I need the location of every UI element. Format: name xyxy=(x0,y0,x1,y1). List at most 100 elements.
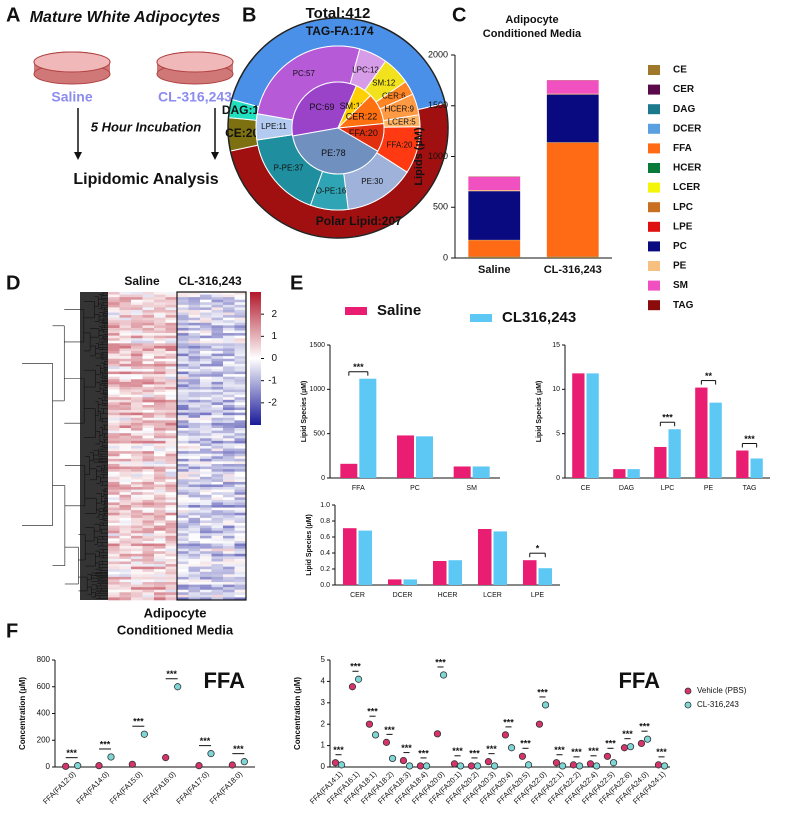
x-tick-label: LPC xyxy=(661,485,675,492)
heatmap-cell xyxy=(177,556,189,560)
significance-label: *** xyxy=(537,687,548,697)
chart-label: FFA xyxy=(618,668,660,693)
heatmap-cell xyxy=(234,587,247,591)
heatmap-cell xyxy=(154,471,166,475)
heatmap-cell xyxy=(177,376,189,380)
heatmap-cell xyxy=(142,487,155,490)
heatmap-cell xyxy=(119,402,132,406)
heatmap-cell xyxy=(154,294,166,298)
heatmap-cell xyxy=(154,494,166,498)
heatmap-cell xyxy=(119,566,132,570)
heatmap-cell xyxy=(142,294,155,298)
heatmap-cell xyxy=(234,317,247,321)
heatmap-cell xyxy=(108,343,120,347)
bar xyxy=(358,530,372,585)
heatmap-cell xyxy=(119,507,132,511)
heatmap-cell xyxy=(234,358,247,362)
heatmap-cell xyxy=(234,551,247,555)
heatmap-cell xyxy=(108,589,120,593)
heatmap-cell xyxy=(223,415,235,419)
heatmap-cell xyxy=(119,494,132,498)
heatmap-cell xyxy=(211,302,224,306)
heatmap-cell xyxy=(200,589,212,593)
heatmap-cell xyxy=(200,479,212,483)
heatmap-cell xyxy=(234,299,247,303)
heatmap-cell xyxy=(108,564,120,567)
heatmap-cell xyxy=(234,505,247,508)
heatmap-cell xyxy=(165,569,178,573)
heatmap-cell xyxy=(234,458,247,462)
heatmap-cell xyxy=(108,340,120,344)
heatmap-cell xyxy=(119,510,132,514)
heatmap-cell xyxy=(131,525,143,529)
heatmap-cell xyxy=(142,410,155,413)
heatmap-cell xyxy=(234,412,247,416)
heatmap-cell xyxy=(211,535,224,539)
heatmap-cell xyxy=(154,381,166,385)
heatmap-cell xyxy=(131,510,143,514)
segment-label: LPE:11 xyxy=(261,122,287,131)
heatmap-cell xyxy=(177,533,189,537)
heatmap-cell xyxy=(188,530,201,534)
heatmap-cell xyxy=(234,451,247,454)
heatmap-cell xyxy=(108,471,120,475)
x-tick-label: DAG xyxy=(619,485,634,492)
heatmap-cell xyxy=(200,448,212,452)
heatmap-cell xyxy=(165,335,178,339)
heatmap-cell xyxy=(154,584,166,588)
heatmap-cell xyxy=(200,433,212,437)
step-label: 5 Hour Incubation xyxy=(91,119,202,134)
heatmap-cell xyxy=(223,345,235,349)
heatmap-cell xyxy=(108,484,120,488)
heatmap-cell xyxy=(188,307,201,311)
segment-label: LCER:5 xyxy=(388,117,417,126)
y-tick-label: 200 xyxy=(37,735,51,744)
heatmap-cell xyxy=(142,597,155,601)
heatmap-cell xyxy=(188,569,201,573)
heatmap-cell xyxy=(234,440,247,444)
dot xyxy=(643,735,652,743)
heatmap-cell xyxy=(119,499,132,503)
heatmap-cell xyxy=(142,420,155,424)
heatmap-cell xyxy=(200,410,212,413)
heatmap-cell xyxy=(234,428,247,431)
y-tick-label: 5 xyxy=(321,655,326,664)
y-tick-label: 5 xyxy=(556,431,560,438)
heatmap-cell xyxy=(188,517,201,521)
heatmap-cell xyxy=(154,404,166,408)
legend-label: LPE xyxy=(673,221,693,232)
heatmap-cell xyxy=(165,589,178,593)
heatmap-cell xyxy=(119,543,132,547)
heatmap-cell xyxy=(234,574,247,578)
y-tick-label: 0 xyxy=(443,252,448,262)
heatmap-cell xyxy=(200,343,212,347)
heatmap-cell xyxy=(188,553,201,557)
heatmap-cell xyxy=(177,369,189,372)
x-tick-label: CER xyxy=(350,592,365,599)
heatmap-cell xyxy=(223,363,235,367)
heatmap-cell xyxy=(165,430,178,434)
heatmap-cell xyxy=(234,435,247,439)
heatmap-cell xyxy=(234,304,247,308)
heatmap-cell xyxy=(188,394,201,398)
bar xyxy=(695,387,708,478)
heatmap-cell xyxy=(223,430,235,434)
heatmap-cell xyxy=(223,348,235,352)
heatmap-cell xyxy=(188,292,201,295)
outline xyxy=(227,17,449,239)
heatmap-cell xyxy=(200,461,212,465)
heatmap-cell xyxy=(234,343,247,347)
heatmap-cell xyxy=(234,422,247,426)
heatmap-cell xyxy=(142,345,155,349)
heatmap-cell xyxy=(200,499,212,503)
heatmap-cell xyxy=(165,476,178,480)
heatmap-cell xyxy=(165,294,178,298)
heatmap-cell xyxy=(211,330,224,334)
heatmap-cell xyxy=(200,517,212,521)
heatmap-cell xyxy=(108,492,120,496)
heatmap-cell xyxy=(188,479,201,483)
heatmap-cell xyxy=(177,548,189,552)
heatmap-cell xyxy=(177,530,189,534)
heatmap-cell xyxy=(131,299,143,303)
heatmap-cell xyxy=(234,389,247,393)
